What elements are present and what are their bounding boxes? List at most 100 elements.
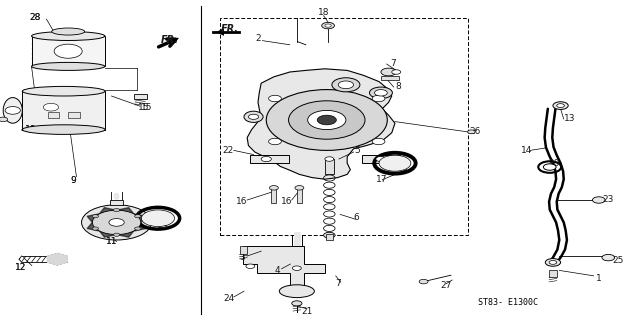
Bar — [381, 76, 399, 80]
Text: 11: 11 — [106, 237, 117, 246]
Circle shape — [246, 264, 255, 268]
Polygon shape — [87, 222, 99, 231]
Circle shape — [92, 227, 99, 230]
Text: 22: 22 — [222, 146, 234, 155]
Text: 13: 13 — [564, 114, 576, 123]
Circle shape — [545, 259, 561, 266]
Circle shape — [376, 156, 386, 162]
Circle shape — [92, 210, 141, 235]
Bar — [32, 36, 104, 67]
Text: 3: 3 — [239, 253, 245, 262]
Polygon shape — [99, 208, 117, 214]
Circle shape — [266, 90, 387, 150]
Polygon shape — [243, 246, 325, 291]
Ellipse shape — [52, 28, 85, 35]
Text: 19: 19 — [157, 221, 168, 230]
Bar — [68, 112, 80, 118]
Text: 15: 15 — [141, 103, 152, 112]
Circle shape — [332, 78, 360, 92]
Bar — [297, 189, 302, 203]
Text: 21: 21 — [301, 307, 313, 316]
Text: 1: 1 — [596, 274, 602, 283]
Circle shape — [0, 117, 8, 122]
Ellipse shape — [22, 86, 105, 96]
Circle shape — [381, 68, 396, 76]
Bar — [250, 155, 289, 163]
Text: 28: 28 — [29, 13, 41, 22]
Ellipse shape — [22, 125, 105, 134]
Text: 17: 17 — [376, 175, 388, 184]
Text: 11: 11 — [106, 237, 117, 246]
Text: ST83- E1300C: ST83- E1300C — [478, 298, 538, 307]
Circle shape — [324, 232, 335, 238]
Text: 7: 7 — [334, 279, 341, 288]
Circle shape — [92, 215, 99, 218]
Circle shape — [372, 138, 385, 145]
Text: 15: 15 — [138, 103, 149, 112]
Circle shape — [543, 164, 556, 170]
Bar — [220, 18, 468, 235]
Polygon shape — [247, 69, 395, 179]
Text: 9: 9 — [70, 176, 76, 185]
Text: 19: 19 — [157, 221, 168, 230]
Circle shape — [261, 156, 271, 162]
Circle shape — [322, 22, 334, 29]
Polygon shape — [117, 208, 134, 214]
Circle shape — [392, 70, 401, 74]
Text: 25: 25 — [612, 256, 624, 265]
Circle shape — [269, 95, 282, 102]
Bar — [549, 270, 557, 277]
Circle shape — [375, 90, 387, 96]
Ellipse shape — [244, 111, 263, 122]
Ellipse shape — [3, 98, 22, 123]
Ellipse shape — [31, 62, 104, 70]
Bar — [110, 200, 123, 205]
Bar — [362, 155, 400, 163]
Polygon shape — [57, 256, 68, 262]
Polygon shape — [87, 214, 99, 222]
Ellipse shape — [379, 155, 411, 171]
Text: FR.: FR. — [161, 35, 179, 45]
Text: 16: 16 — [236, 197, 248, 206]
Circle shape — [419, 279, 428, 284]
Text: 5: 5 — [354, 146, 360, 155]
Circle shape — [109, 219, 124, 226]
Text: 14: 14 — [520, 146, 532, 155]
Circle shape — [113, 233, 120, 236]
Bar — [271, 189, 276, 203]
Text: 12: 12 — [15, 263, 27, 272]
Polygon shape — [99, 231, 117, 237]
Circle shape — [248, 114, 259, 119]
Ellipse shape — [31, 31, 104, 41]
Bar — [134, 94, 147, 99]
Circle shape — [553, 102, 568, 109]
Text: 20: 20 — [548, 159, 559, 168]
Text: 24: 24 — [224, 294, 235, 303]
Polygon shape — [47, 259, 57, 265]
Circle shape — [602, 254, 615, 261]
Text: FR.: FR. — [220, 24, 238, 34]
Circle shape — [269, 186, 278, 190]
Circle shape — [317, 115, 336, 125]
Ellipse shape — [141, 210, 175, 227]
Polygon shape — [117, 231, 134, 237]
Circle shape — [269, 138, 282, 145]
Circle shape — [295, 186, 304, 190]
Text: 23: 23 — [603, 196, 614, 204]
Circle shape — [292, 266, 301, 270]
Circle shape — [308, 110, 346, 130]
Circle shape — [113, 209, 120, 212]
Polygon shape — [47, 256, 57, 262]
Text: 27: 27 — [440, 281, 452, 290]
Text: 18: 18 — [318, 8, 329, 17]
Polygon shape — [57, 253, 68, 259]
Circle shape — [338, 81, 354, 89]
Circle shape — [5, 107, 20, 114]
Bar — [240, 246, 247, 254]
Text: 12: 12 — [15, 263, 27, 272]
Text: 6: 6 — [354, 213, 360, 222]
Circle shape — [372, 95, 385, 102]
Circle shape — [325, 157, 334, 161]
Bar — [48, 112, 59, 118]
Bar — [22, 91, 105, 130]
